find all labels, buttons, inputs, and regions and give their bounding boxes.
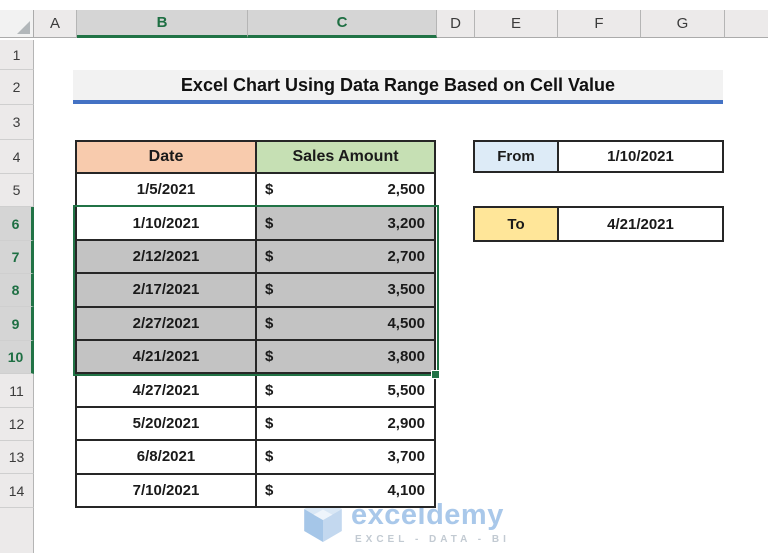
row-header-9[interactable]: 9 — [0, 307, 34, 341]
cell-sales-row8[interactable]: $ 3,500 — [257, 274, 434, 306]
row-header-5[interactable]: 5 — [0, 174, 34, 207]
column-header-f[interactable]: F — [558, 10, 641, 38]
row-header-6[interactable]: 6 — [0, 207, 34, 241]
cell-date-row8[interactable]: 2/17/2021 — [77, 274, 257, 306]
watermark-tagline: EXCEL - DATA - BI — [355, 534, 510, 545]
table-row: 4/21/2021 $ 3,800 — [77, 340, 434, 375]
row-header-2[interactable]: 2 — [0, 70, 34, 105]
row-header-8[interactable]: 8 — [0, 274, 34, 307]
cell-sales-row11[interactable]: $ 5,500 — [257, 374, 434, 405]
date-column-header[interactable]: Date — [77, 142, 257, 172]
currency-symbol: $ — [265, 481, 274, 499]
fill-handle[interactable] — [431, 370, 440, 379]
select-all-button[interactable] — [0, 10, 34, 38]
row-header-14[interactable]: 14 — [0, 474, 34, 508]
table-row: 2/17/2021 $ 3,500 — [77, 274, 434, 308]
currency-symbol: $ — [265, 414, 274, 432]
cell-date-row14[interactable]: 7/10/2021 — [77, 474, 257, 506]
row-header-10[interactable]: 10 — [0, 341, 34, 374]
amount-value: 3,500 — [387, 281, 425, 299]
row-header-4[interactable]: 4 — [0, 140, 34, 174]
cell-date-row6-active[interactable]: 1/10/2021 — [77, 207, 257, 239]
column-header-c[interactable]: C — [248, 10, 437, 38]
column-header-g[interactable]: G — [641, 10, 725, 38]
column-header-b[interactable]: B — [77, 10, 248, 38]
amount-value: 2,500 — [387, 181, 425, 199]
column-header-partial — [725, 10, 768, 38]
row-header-1[interactable]: 1 — [0, 40, 34, 70]
currency-symbol: $ — [265, 448, 274, 466]
currency-symbol: $ — [265, 214, 274, 232]
amount-value: 5,500 — [387, 381, 425, 399]
table-row: 1/10/2021 $ 3,200 — [77, 207, 434, 241]
amount-value: 3,800 — [387, 348, 425, 366]
to-filter: To 4/21/2021 — [473, 206, 724, 242]
table-row: 2/12/2021 $ 2,700 — [77, 240, 434, 275]
to-value-cell[interactable]: 4/21/2021 — [607, 215, 674, 233]
cell-sales-row9[interactable]: $ 4,500 — [257, 307, 434, 339]
cell-sales-row5[interactable]: $ 2,500 — [257, 174, 434, 205]
row-header-partial — [0, 508, 34, 553]
currency-symbol: $ — [265, 281, 274, 299]
row-header-7[interactable]: 7 — [0, 241, 34, 274]
cell-date-row12[interactable]: 5/20/2021 — [77, 407, 257, 440]
table-row: 1/5/2021 $ 2,500 — [77, 174, 434, 208]
cell-date-row10[interactable]: 4/21/2021 — [77, 340, 257, 373]
row-header-13[interactable]: 13 — [0, 441, 34, 474]
currency-symbol: $ — [265, 314, 274, 332]
column-header-d[interactable]: D — [437, 10, 475, 38]
to-label-cell[interactable]: To — [475, 208, 559, 240]
amount-value: 3,700 — [387, 448, 425, 466]
currency-symbol: $ — [265, 381, 274, 399]
cell-sales-row7[interactable]: $ 2,700 — [257, 240, 434, 273]
cell-date-row7[interactable]: 2/12/2021 — [77, 240, 257, 273]
from-value-cell[interactable]: 1/10/2021 — [607, 148, 674, 165]
cell-sales-row6[interactable]: $ 3,200 — [257, 207, 434, 239]
select-all-icon — [17, 21, 30, 34]
amount-value: 3,200 — [387, 214, 425, 232]
cell-sales-row10[interactable]: $ 3,800 — [257, 340, 434, 373]
amount-value: 2,700 — [387, 247, 425, 265]
currency-symbol: $ — [265, 348, 274, 366]
table-row: 6/8/2021 $ 3,700 — [77, 441, 434, 475]
currency-symbol: $ — [265, 181, 274, 199]
table-row: 2/27/2021 $ 4,500 — [77, 307, 434, 341]
row-header-3[interactable]: 3 — [0, 105, 34, 140]
exceldemy-logo-icon — [304, 498, 342, 542]
sales-column-header[interactable]: Sales Amount — [257, 142, 434, 172]
table-row: 7/10/2021 $ 4,100 — [77, 474, 434, 506]
cell-date-row11[interactable]: 4/27/2021 — [77, 374, 257, 406]
cell-date-row9[interactable]: 2/27/2021 — [77, 307, 257, 339]
table-header-row: Date Sales Amount — [77, 142, 434, 174]
row-header-12[interactable]: 12 — [0, 408, 34, 441]
cell-sales-row12[interactable]: $ 2,900 — [257, 408, 434, 439]
table-row: 4/27/2021 $ 5,500 — [77, 374, 434, 408]
cell-sales-row14[interactable]: $ 4,100 — [257, 475, 434, 506]
from-filter: From 1/10/2021 — [473, 140, 724, 173]
cell-date-row5[interactable]: 1/5/2021 — [77, 174, 257, 206]
column-header-e[interactable]: E — [475, 10, 558, 38]
currency-symbol: $ — [265, 247, 274, 265]
sales-data-table: Date Sales Amount 1/5/2021 $ 2,500 1/10/… — [75, 140, 436, 508]
cell-date-row13[interactable]: 6/8/2021 — [77, 441, 257, 473]
table-row: 5/20/2021 $ 2,900 — [77, 407, 434, 442]
amount-value: 2,900 — [387, 414, 425, 432]
cell-sales-row13[interactable]: $ 3,700 — [257, 441, 434, 472]
row-header-11[interactable]: 11 — [0, 374, 34, 408]
amount-value: 4,500 — [387, 314, 425, 332]
sheet-title-cell[interactable]: Excel Chart Using Data Range Based on Ce… — [73, 70, 723, 104]
amount-value: 4,100 — [387, 481, 425, 499]
column-header-a[interactable]: A — [34, 10, 77, 38]
from-label-cell[interactable]: From — [475, 142, 559, 171]
